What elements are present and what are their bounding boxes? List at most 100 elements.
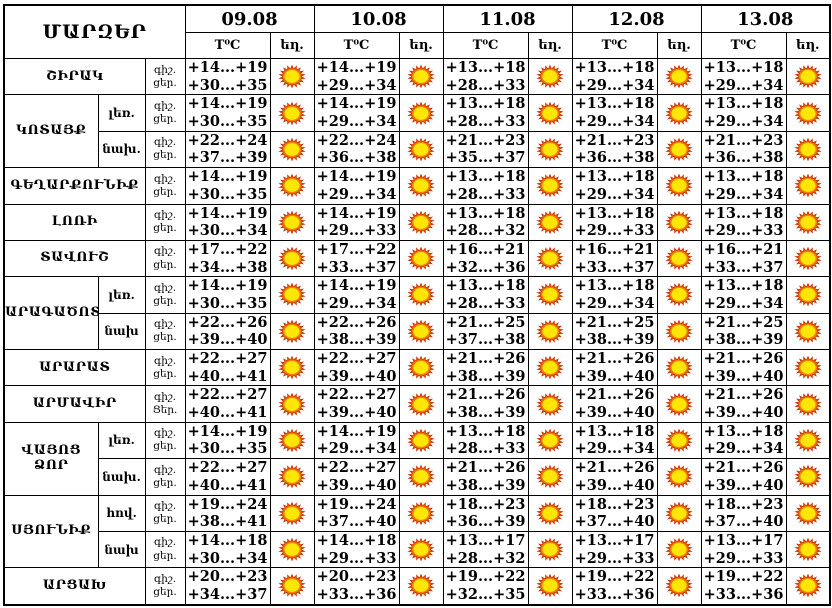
- night-temperature: +14...+19: [187, 277, 268, 295]
- day-label: ցեր.: [153, 440, 177, 453]
- weather-cell: [269, 203, 315, 241]
- night-temperature: +13...+18: [574, 59, 655, 76]
- weather-cell: [785, 167, 831, 205]
- day-temperature: +37...+40: [574, 513, 655, 531]
- night-temperature: +13...+18: [703, 277, 784, 295]
- weather-cell: [527, 348, 573, 387]
- sun-icon: [407, 465, 435, 489]
- weather-cell: [398, 130, 444, 169]
- day-temperature: +36...+39: [445, 513, 526, 531]
- temperature-cell: +14...+18 +29...+33: [313, 530, 400, 569]
- night-label: գիշ.: [153, 390, 177, 403]
- day-temperature: +29...+34: [703, 440, 784, 458]
- night-temperature: +14...+19: [316, 168, 397, 186]
- day-temperature: +29...+34: [316, 76, 397, 94]
- sun-icon: [536, 428, 564, 452]
- temperature-cell: +22...+27 +40...+41: [184, 385, 271, 423]
- temperature-cell: +19...+22 +33...+36: [700, 567, 787, 606]
- sun-icon: [407, 283, 435, 307]
- time-of-day-labels: գիշ. ցեր.: [144, 421, 186, 460]
- night-temperature: +21...+26: [445, 386, 526, 404]
- night-temperature: +21...+26: [445, 459, 526, 477]
- night-temperature: +22...+26: [316, 313, 397, 331]
- day-temperature: +38...+39: [445, 404, 526, 422]
- weather-cell: [527, 203, 573, 241]
- weather-cell: [656, 203, 702, 241]
- table-row: ԱՐԱՐԱՏ գիշ. ցեր. +22...+27 +40...+41 +22...+2…: [3, 348, 831, 387]
- temperature-cell: +21...+23 +36...+38: [700, 130, 787, 169]
- weather-col-header: եղ.: [398, 32, 444, 59]
- temperature-cell: +14...+19 +30...+35: [184, 94, 271, 132]
- sun-icon: [278, 101, 306, 125]
- sun-icon: [794, 392, 822, 416]
- day-temperature: +28...+33: [445, 185, 526, 203]
- temperature-cell: +14...+19 +29...+34: [313, 94, 400, 132]
- sun-icon: [407, 574, 435, 598]
- night-label: գիշ.: [153, 536, 177, 549]
- weather-cell: [527, 276, 573, 314]
- night-temperature: +21...+25: [574, 313, 655, 331]
- night-label: գիշ.: [153, 63, 177, 76]
- sun-icon: [536, 319, 564, 343]
- sun-icon: [536, 247, 564, 271]
- temperature-cell: +21...+26 +38...+39: [442, 385, 529, 423]
- sun-icon: [665, 137, 693, 161]
- sun-icon: [536, 137, 564, 161]
- day-temperature: +33...+37: [574, 258, 655, 276]
- weather-cell: [398, 239, 444, 278]
- sun-icon: [665, 210, 693, 234]
- night-temperature: +21...+26: [574, 459, 655, 477]
- weather-cell: [269, 57, 315, 96]
- temperature-cell: +22...+27 +40...+41: [184, 458, 271, 496]
- weather-cell: [398, 57, 444, 96]
- night-temperature: +14...+19: [187, 59, 268, 76]
- sun-icon: [794, 247, 822, 271]
- night-temperature: +13...+18: [445, 59, 526, 76]
- temperature-cell: +13...+18 +29...+34: [571, 57, 658, 96]
- night-temperature: +14...+19: [316, 277, 397, 295]
- date-header: 12.08: [571, 4, 702, 33]
- weather-col-header: եղ.: [527, 32, 573, 59]
- region-name: ԱՐՄԱՎԻՐ: [3, 385, 146, 423]
- regions-corner-header: ՄԱՐԶԵՐ: [3, 4, 186, 59]
- sun-icon: [536, 501, 564, 525]
- day-temperature: +29...+34: [574, 294, 655, 312]
- sun-icon: [665, 319, 693, 343]
- day-temperature: +29...+33: [316, 222, 397, 240]
- night-temperature: +18...+23: [445, 495, 526, 513]
- night-temperature: +13...+18: [445, 422, 526, 440]
- temperature-cell: +13...+18 +29...+34: [571, 94, 658, 132]
- table-body: ՇԻՐԱԿ գիշ. ցեր. +14...+19 +30...+35 +14...+19…: [3, 57, 831, 606]
- temperature-cell: +13...+18 +29...+34: [571, 167, 658, 205]
- night-temperature: +13...+17: [445, 531, 526, 549]
- temperature-cell: +18...+23 +37...+40: [700, 494, 787, 532]
- weather-cell: [785, 203, 831, 241]
- temperature-cell: +13...+18 +29...+33: [571, 203, 658, 241]
- weather-cell: [527, 130, 573, 169]
- night-temperature: +21...+26: [574, 386, 655, 404]
- weather-cell: [269, 94, 315, 132]
- night-temperature: +19...+24: [187, 495, 268, 513]
- weather-cell: [398, 385, 444, 423]
- weather-cell: [656, 458, 702, 496]
- day-label: ցեր.: [153, 513, 177, 526]
- sun-icon: [794, 319, 822, 343]
- night-label: գիշ.: [153, 572, 177, 585]
- day-temperature: +28...+32: [445, 222, 526, 240]
- date-header: 13.08: [700, 4, 831, 33]
- day-temperature: +29...+34: [703, 113, 784, 131]
- table-row: ՎԱՅՈՑ ՁՈՐ լեռ. գիշ. ցեր. +14...+19 +30...+35 +…: [3, 421, 831, 496]
- day-temperature: +29...+34: [574, 440, 655, 458]
- temperature-cell: +19...+24 +37...+40: [313, 494, 400, 532]
- sun-icon: [407, 101, 435, 125]
- weather-cell: [656, 530, 702, 569]
- time-of-day-labels: գիշ. ցեր.: [144, 312, 186, 351]
- day-temperature: +30...+35: [187, 440, 268, 458]
- day-temperature: +35...+37: [445, 149, 526, 167]
- region-name: ԱՐԱՐԱՏ: [3, 348, 146, 387]
- day-temperature: +36...+38: [703, 149, 784, 167]
- table-row: նախ գիշ. ցեր. +22...+26 +39...+40 +22...+26 +3…: [4, 312, 831, 351]
- weather-cell: [656, 567, 702, 606]
- night-temperature: +20...+23: [316, 568, 397, 586]
